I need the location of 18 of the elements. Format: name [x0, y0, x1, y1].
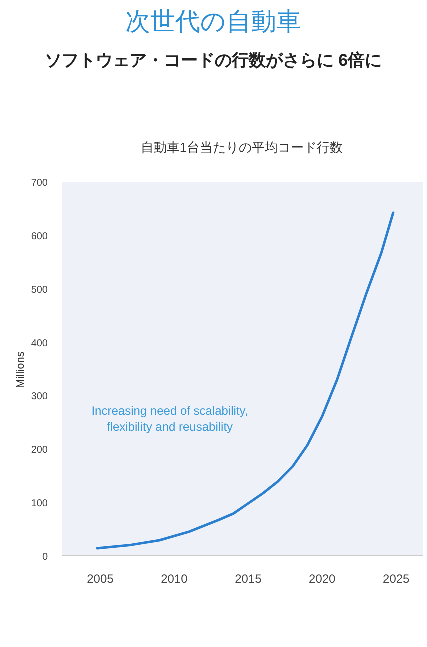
x-tick-label: 2010 — [161, 572, 188, 586]
y-tick-label: 0 — [42, 552, 48, 563]
y-tick-label: 400 — [31, 338, 48, 350]
y-tick-label: 700 — [31, 178, 48, 189]
annotation: Increasing need of scalability, flexibility and reusability — [92, 404, 248, 434]
y-axis-title: Millions — [15, 351, 27, 388]
x-tick-label: 2005 — [87, 572, 114, 586]
x-tick-label: 2025 — [383, 572, 410, 586]
text: 自動車1台当たりの平均コード行数 — [140, 140, 344, 155]
x-tick-label: 2015 — [235, 572, 262, 586]
y-tick-label: 300 — [31, 392, 48, 403]
x-tick-label: 2020 — [309, 572, 336, 586]
y-tick-label: 600 — [31, 231, 48, 242]
chart-title: 次世代の自動車 — [126, 8, 302, 36]
y-tick-label: 100 — [31, 498, 48, 510]
chart-subtitle: ソフトウェア・コードの行数がさらに 6倍に — [44, 51, 382, 70]
y-tick-label: 200 — [31, 445, 48, 456]
y-tick-label: 500 — [31, 284, 48, 296]
